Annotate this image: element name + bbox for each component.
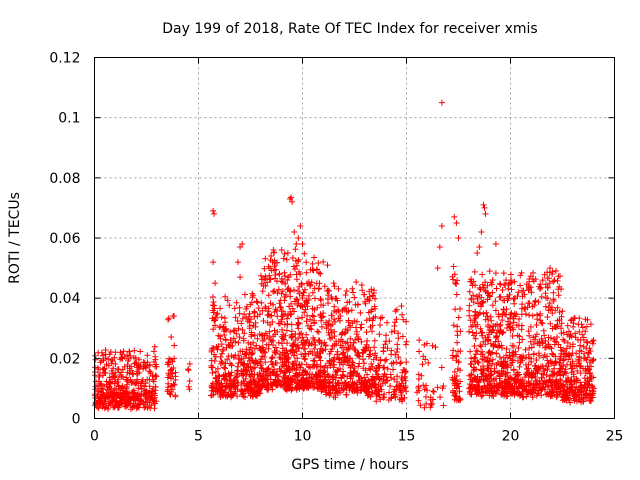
x-tick-label: 25 — [606, 429, 624, 445]
y-tick-label: 0.1 — [58, 111, 80, 127]
y-tick-labels: 0 0.02 0.04 0.06 0.08 0.1 0.12 — [49, 51, 80, 428]
y-axis-label: ROTI / TECUs — [7, 192, 23, 284]
y-tick-label: 0.06 — [49, 231, 80, 247]
y-tick-label: 0.12 — [49, 51, 80, 67]
y-tick-label: 0.04 — [49, 291, 80, 307]
x-tick-label: 20 — [502, 429, 520, 445]
x-tick-label: 5 — [194, 429, 203, 445]
x-tick-labels: 0 5 10 15 20 25 — [90, 429, 623, 445]
x-axis-label: GPS time / hours — [291, 457, 408, 473]
y-tick-label: 0 — [72, 412, 81, 428]
y-tick-label: 0.02 — [49, 351, 80, 367]
roti-points — [91, 99, 597, 413]
x-tick-label: 15 — [398, 429, 416, 445]
x-tick-label: 10 — [294, 429, 312, 445]
axis-ticks — [94, 57, 615, 419]
y-tick-label: 0.08 — [49, 171, 80, 187]
x-tick-label: 0 — [90, 429, 99, 445]
chart-title: Day 199 of 2018, Rate Of TEC Index for r… — [162, 21, 537, 37]
data-points — [91, 99, 597, 413]
